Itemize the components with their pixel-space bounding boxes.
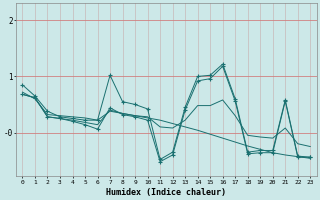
X-axis label: Humidex (Indice chaleur): Humidex (Indice chaleur): [106, 188, 226, 197]
